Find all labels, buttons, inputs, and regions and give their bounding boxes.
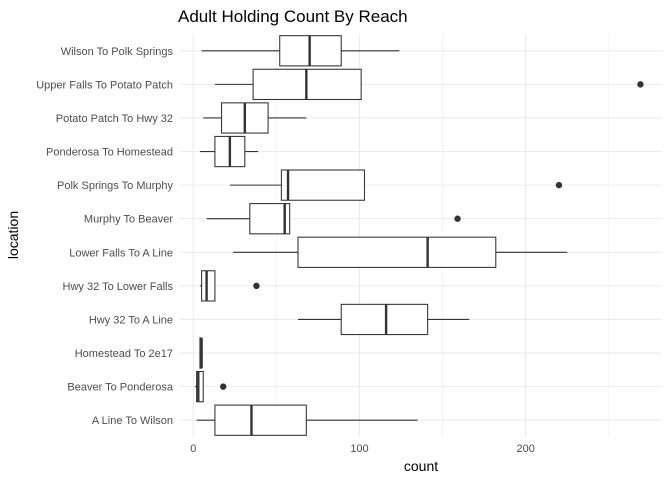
y-tick-label: Hwy 32 To Lower Falls bbox=[63, 281, 174, 293]
boxes bbox=[194, 35, 644, 436]
box-iqr bbox=[201, 270, 216, 302]
chart-title: Adult Holding Count By Reach bbox=[178, 7, 408, 26]
outlier-point bbox=[555, 181, 563, 189]
x-axis-title: count bbox=[404, 458, 438, 474]
box-group bbox=[298, 303, 470, 336]
y-tick-label: Lower Falls To A Line bbox=[69, 247, 173, 259]
y-axis-title: location bbox=[5, 211, 21, 259]
box-group bbox=[214, 68, 644, 101]
y-tick-label: Upper Falls To Potato Patch bbox=[36, 79, 173, 91]
y-tick-label: Polk Springs To Murphy bbox=[57, 180, 173, 192]
box-group bbox=[229, 169, 563, 201]
y-tick-label: Potato Patch To Hwy 32 bbox=[56, 113, 173, 125]
box-iqr bbox=[214, 404, 307, 436]
x-tick-label: 100 bbox=[350, 443, 368, 455]
grid bbox=[180, 34, 662, 437]
box-iqr bbox=[249, 203, 291, 235]
y-tick-label: Ponderosa To Homestead bbox=[46, 147, 173, 159]
box-group bbox=[199, 135, 259, 168]
y-tick-label: Wilson To Polk Springs bbox=[61, 46, 174, 58]
y-tick-label: A Line To Wilson bbox=[92, 415, 173, 427]
y-tick-label: Beaver To Ponderosa bbox=[67, 382, 173, 394]
box-iqr bbox=[196, 370, 204, 403]
box-group bbox=[206, 203, 461, 235]
box-group bbox=[203, 102, 307, 134]
box-group bbox=[233, 236, 568, 268]
x-tick-label: 0 bbox=[190, 443, 196, 455]
y-tick-label: Homestead To 2e17 bbox=[75, 348, 173, 360]
box-group bbox=[196, 404, 418, 436]
x-tick-label: 200 bbox=[517, 443, 535, 455]
outlier-point bbox=[637, 81, 644, 88]
y-tick-labels: Wilson To Polk Springs Upper Falls To Pot… bbox=[36, 46, 174, 427]
box-iqr bbox=[340, 303, 429, 336]
outlier-point bbox=[220, 383, 227, 390]
box-group bbox=[194, 370, 227, 403]
y-tick-label: Murphy To Beaver bbox=[84, 214, 173, 226]
x-tick-labels: 0 100 200 bbox=[190, 443, 535, 455]
y-tick-label: Hwy 32 To A Line bbox=[89, 314, 173, 326]
outlier-point bbox=[454, 215, 461, 222]
box-iqr bbox=[297, 236, 497, 268]
box-group bbox=[199, 270, 260, 302]
box-group bbox=[201, 35, 400, 67]
box-iqr bbox=[280, 169, 366, 201]
box-group bbox=[199, 337, 203, 369]
outlier-point bbox=[253, 282, 260, 290]
